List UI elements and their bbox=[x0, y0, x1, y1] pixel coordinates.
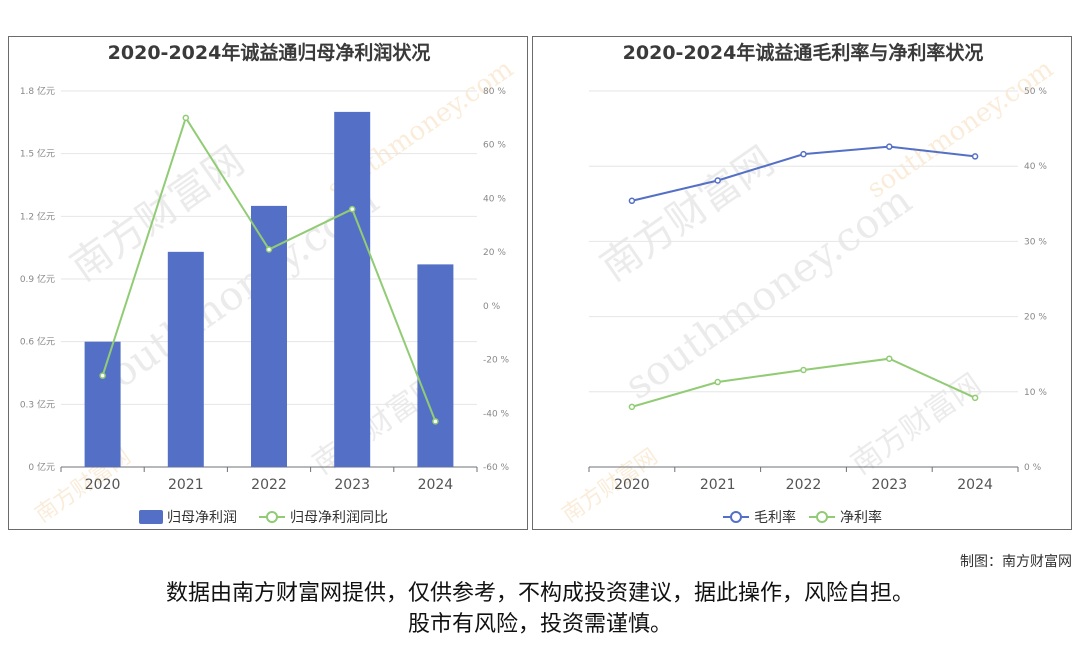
y-right-tick-label: 20 % bbox=[483, 248, 506, 258]
y-left-tick-label: 0 亿元 bbox=[28, 461, 55, 473]
y-left-tick-label: 1.8 亿元 bbox=[20, 85, 55, 97]
net-profit-chart: 南方财富网southmoney.com南方财富网南方财富网southmoney.… bbox=[20, 41, 519, 528]
legend-label-line: 归母净利润同比 bbox=[290, 509, 388, 526]
legend-label-bar: 归母净利润 bbox=[167, 509, 237, 526]
y-right-tick-label: 80 % bbox=[483, 87, 506, 97]
watermark-text-cn: 南方财富网 bbox=[845, 367, 988, 482]
disclaimer-line-2: 股市有风险，投资需谨慎。 bbox=[407, 612, 672, 637]
y-right-tick-label: 60 % bbox=[483, 141, 506, 151]
x-tick-label: 2024 bbox=[957, 477, 993, 493]
legend-swatch-point bbox=[266, 511, 278, 523]
x-tick-label: 2022 bbox=[786, 477, 822, 493]
watermark-text-cn: 南方财富网 bbox=[592, 138, 782, 290]
legend-swatch-point bbox=[730, 511, 742, 523]
yoy-point-2022 bbox=[265, 246, 273, 253]
watermark-text-cn: 南方财富网 bbox=[62, 138, 252, 290]
series-1-point-2020 bbox=[628, 403, 636, 411]
bar-2024 bbox=[417, 264, 454, 467]
yoy-point-2024 bbox=[432, 418, 439, 425]
y-left-tick-label: 0.6 亿元 bbox=[20, 336, 55, 348]
bar-2022 bbox=[251, 205, 287, 467]
series-0-point-2024 bbox=[971, 153, 979, 160]
series-1-point-2022 bbox=[800, 366, 807, 374]
y-left-tick-label: 1.5 亿元 bbox=[20, 148, 55, 160]
series-0-point-2020 bbox=[628, 197, 636, 205]
watermark-text-en: southmoney.com bbox=[862, 54, 1059, 205]
x-tick-label: 2023 bbox=[871, 477, 907, 493]
x-tick-label: 2021 bbox=[700, 477, 736, 493]
margin-chart: 南方财富网southmoney.com南方财富网南方财富网southmoney.… bbox=[558, 41, 1059, 528]
y-right-tick-label: 0 % bbox=[1024, 463, 1042, 473]
x-tick-label: 2020 bbox=[614, 477, 650, 493]
chart-title: 2020-2024年诚益通归母净利润状况 bbox=[108, 41, 431, 64]
series-1-point-2023 bbox=[886, 355, 893, 362]
chart-title: 2020-2024年诚益通毛利率与净利率状况 bbox=[623, 41, 984, 64]
series-1-point-2024 bbox=[971, 394, 979, 402]
y-right-tick-label: 10 % bbox=[1024, 388, 1047, 398]
series-0-point-2021 bbox=[714, 177, 721, 184]
chart-credit: 制图：南方财富网 bbox=[960, 554, 1072, 570]
y-right-tick-label: -60 % bbox=[483, 463, 510, 473]
disclaimer-line-1: 数据由南方财富网提供，仅供参考，不构成投资建议，据此操作，风险自担。 bbox=[165, 581, 914, 606]
watermark: 南方财富网southmoney.com南方财富网南方财富网southmoney.… bbox=[558, 54, 1059, 528]
series-0-point-2022 bbox=[800, 150, 807, 158]
x-tick-label: 2020 bbox=[85, 477, 121, 493]
series-0-point-2023 bbox=[886, 143, 893, 150]
net-profit-chart-panel: 南方财富网 southmoney.com 南方财富网 南方财富网 southmoney.… bbox=[8, 36, 528, 530]
y-right-tick-label: 0 % bbox=[483, 302, 501, 312]
bar-2021 bbox=[167, 251, 204, 467]
y-left-tick-label: 0.3 亿元 bbox=[20, 398, 55, 410]
legend-swatch-bar bbox=[139, 510, 163, 524]
bar-2023 bbox=[334, 111, 371, 467]
margin-chart-panel: 南方财富网 southmoney.com 南方财富网 南方财富网 southmoney.… bbox=[532, 36, 1072, 530]
yoy-point-2021 bbox=[182, 114, 190, 122]
y-right-tick-label: 50 % bbox=[1024, 87, 1047, 97]
y-left-tick-label: 1.2 亿元 bbox=[20, 210, 55, 222]
legend-label-gross-margin: 毛利率 bbox=[754, 509, 796, 526]
disclaimer: 数据由南方财富网提供，仅供参考，不构成投资建议，据此操作，风险自担。 股市有风险… bbox=[0, 578, 1080, 640]
y-right-tick-label: 40 % bbox=[483, 194, 506, 204]
series-1-point-2021 bbox=[714, 378, 721, 386]
y-right-tick-label: 30 % bbox=[1024, 237, 1047, 247]
y-right-tick-label: 40 % bbox=[1024, 162, 1047, 172]
y-right-tick-label: -20 % bbox=[483, 356, 510, 366]
y-right-tick-label: 20 % bbox=[1024, 313, 1047, 323]
x-tick-label: 2023 bbox=[334, 477, 370, 493]
yoy-point-2020 bbox=[99, 372, 106, 379]
legend-label-net-margin: 净利率 bbox=[840, 509, 882, 526]
legend-swatch-point bbox=[816, 511, 828, 523]
yoy-point-2023 bbox=[348, 205, 356, 213]
bar-2020 bbox=[84, 341, 121, 467]
y-left-tick-label: 0.9 亿元 bbox=[20, 273, 55, 285]
y-right-tick-label: -40 % bbox=[483, 409, 510, 419]
x-tick-label: 2021 bbox=[168, 477, 204, 493]
x-tick-label: 2022 bbox=[251, 477, 287, 493]
x-tick-label: 2024 bbox=[418, 477, 454, 493]
